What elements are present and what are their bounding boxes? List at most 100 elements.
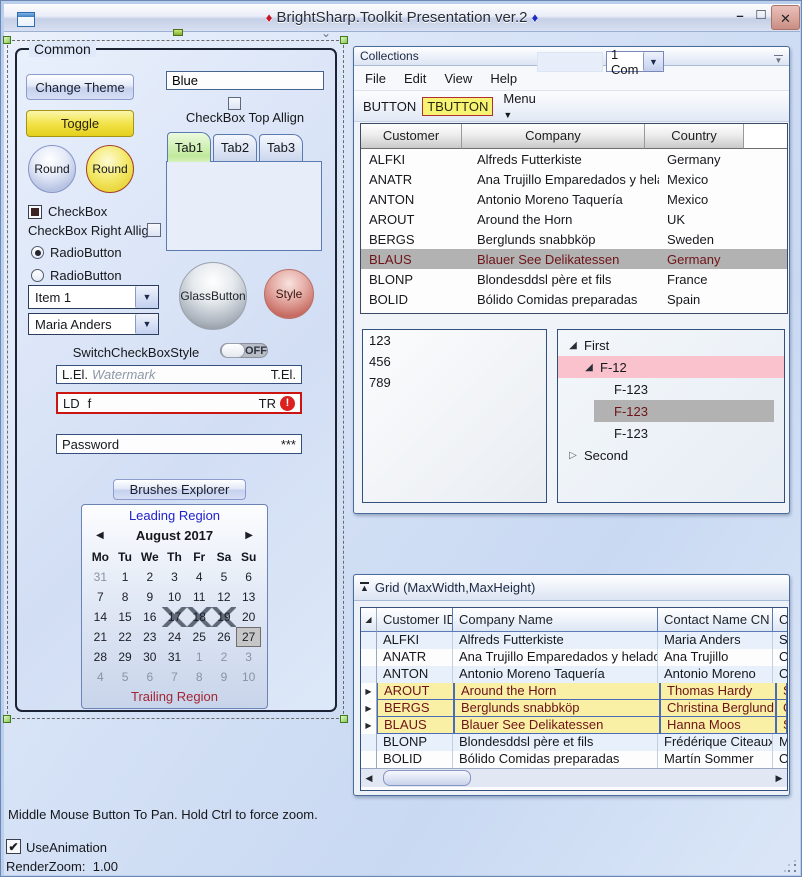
checkbox-right-align[interactable]: [147, 223, 161, 237]
brushes-explorer-button[interactable]: Brushes Explorer: [113, 479, 246, 500]
calendar-day[interactable]: 15: [118, 610, 132, 624]
calendar-day[interactable]: 1: [195, 650, 203, 664]
calendar-day[interactable]: 2: [146, 570, 154, 584]
calendar-day-selected[interactable]: 27: [236, 627, 261, 647]
error-field[interactable]: LD f TR !: [56, 392, 302, 414]
calendar-day[interactable]: 31: [93, 570, 108, 584]
toolbar-overflow-icon[interactable]: ▼: [774, 55, 783, 65]
calendar-day[interactable]: 23: [143, 630, 157, 644]
tree-collapsed-icon[interactable]: ▷: [569, 449, 577, 461]
calendar-day[interactable]: 1: [121, 570, 129, 584]
password-field[interactable]: Password ***: [56, 434, 302, 454]
grid-panel-header[interactable]: ▲ Grid (MaxWidth,MaxHeight): [354, 575, 789, 601]
calendar-day[interactable]: 4: [195, 570, 203, 584]
toolbar-menu[interactable]: Menu ▼: [503, 91, 536, 120]
glass-button[interactable]: GlassButton: [179, 262, 247, 330]
column-header[interactable]: Company Name: [453, 608, 658, 632]
switch-thumb[interactable]: [221, 343, 245, 358]
table-row-selected[interactable]: BLAUS Blauer See Delikatessen Germany: [361, 249, 787, 269]
maximize-button[interactable]: □: [756, 6, 766, 23]
column-header[interactable]: Cont: [773, 608, 787, 632]
combobox-maria[interactable]: Maria Anders ▼: [28, 313, 159, 335]
table-row[interactable]: BOLID Bólido Comidas preparadas Spain: [369, 291, 701, 307]
dropdown-arrow-icon[interactable]: ▼: [135, 314, 158, 334]
calendar-day[interactable]: 21: [93, 630, 108, 644]
calendar-day[interactable]: 3: [245, 650, 252, 664]
change-theme-button[interactable]: Change Theme: [26, 74, 134, 100]
table-row[interactable]: AROUT Around the Horn UK: [369, 211, 686, 227]
tab-tab1[interactable]: Tab1: [167, 132, 211, 162]
calendar-day[interactable]: 8: [121, 590, 129, 604]
calendar-day[interactable]: 7: [97, 590, 104, 604]
tree-node-f123[interactable]: F-123: [614, 381, 648, 397]
table-row[interactable]: ANTON Antonio Moreno Taquería Mexico: [369, 191, 709, 207]
calendar-day[interactable]: 11: [192, 590, 206, 604]
toolbar-toggle-button[interactable]: TBUTTON: [422, 96, 494, 116]
round-button-blue[interactable]: Round: [28, 145, 76, 193]
calendar-day[interactable]: 9: [146, 590, 154, 604]
tab-tab2[interactable]: Tab2: [213, 134, 257, 161]
use-animation-checkbox[interactable]: ✔: [6, 839, 21, 854]
calendar-day[interactable]: 3: [171, 570, 178, 584]
column-header[interactable]: Customer: [361, 124, 462, 149]
selection-handle[interactable]: [3, 36, 11, 44]
list-item[interactable]: 789: [369, 375, 391, 390]
calendar-day[interactable]: 6: [146, 670, 154, 684]
menu-view[interactable]: View: [444, 70, 473, 86]
calendar-day[interactable]: 30: [143, 650, 157, 664]
radio-button-1[interactable]: [31, 246, 44, 259]
table-row[interactable]: ANATR Ana Trujillo Emparedados y hela Mexi…: [369, 171, 709, 187]
horizontal-scrollbar[interactable]: ◀ ▶: [361, 768, 787, 787]
checkbox-top-align[interactable]: [228, 97, 241, 110]
tree-node-f123-selected[interactable]: F-123: [558, 400, 784, 422]
table-row[interactable]: ALFKI Alfreds Futterkiste Germany: [369, 151, 721, 167]
tree-node-f12[interactable]: ◢ F-12: [558, 356, 784, 378]
calendar-day[interactable]: 28: [93, 650, 108, 664]
calendar-title[interactable]: August 2017: [135, 527, 214, 543]
scroll-right-icon[interactable]: ▶: [775, 772, 783, 783]
selection-handle[interactable]: [340, 36, 348, 44]
watermark-field[interactable]: L.El. Watermark T.El.: [56, 365, 302, 384]
tree-node-f123[interactable]: F-123: [614, 425, 648, 441]
tab-tab3[interactable]: Tab3: [259, 134, 303, 161]
calendar-prev-icon[interactable]: ◀: [96, 529, 104, 541]
column-header[interactable]: Contact Name CN: [658, 608, 773, 632]
selection-handle[interactable]: [340, 715, 348, 723]
calendar-day[interactable]: 2: [220, 650, 228, 664]
table-row[interactable]: BLONP Blondesddsl père et fils France: [369, 271, 708, 287]
calendar-day[interactable]: 10: [241, 670, 256, 684]
calendar-day[interactable]: 16: [143, 610, 157, 624]
tree-expanded-icon[interactable]: ◢: [569, 339, 577, 351]
collapse-icon[interactable]: ▲: [360, 582, 369, 593]
menu-help[interactable]: Help: [490, 70, 518, 86]
tree-expanded-icon[interactable]: ◢: [585, 361, 593, 373]
tree-node-first[interactable]: ◢ First: [558, 334, 784, 356]
round-button-yellow[interactable]: Round: [86, 145, 134, 193]
calendar-day[interactable]: 4: [97, 670, 104, 684]
toolbar-textbox[interactable]: [537, 52, 603, 72]
calendar-day[interactable]: 26: [217, 630, 231, 644]
calendar-day[interactable]: 6: [245, 570, 252, 584]
checkbox-checked[interactable]: [28, 205, 42, 219]
calendar-day[interactable]: 22: [118, 630, 132, 644]
table-row[interactable]: BLONP Blondesddsl père et fils Frédérique …: [361, 734, 787, 751]
menu-file[interactable]: File: [365, 70, 386, 86]
list-item[interactable]: 456: [369, 354, 391, 369]
toolbar-button[interactable]: BUTTON: [363, 98, 417, 114]
dropdown-arrow-icon[interactable]: ▼: [643, 52, 663, 71]
resize-grip[interactable]: [784, 860, 797, 873]
calendar-next-icon[interactable]: ▶: [245, 529, 253, 541]
close-button[interactable]: ✕: [771, 5, 800, 30]
calendar-day[interactable]: 7: [171, 670, 178, 684]
calendar-day[interactable]: 5: [121, 670, 129, 684]
calendar-day[interactable]: 20: [241, 610, 256, 624]
tree-node-second[interactable]: ▷ Second: [558, 444, 784, 466]
calendar-day[interactable]: 13: [241, 590, 256, 604]
calendar-day[interactable]: 10: [167, 590, 182, 604]
table-row[interactable]: BOLID Bólido Comidas preparadas Martín Som…: [361, 751, 787, 768]
menu-edit[interactable]: Edit: [403, 70, 427, 86]
calendar-day[interactable]: 9: [220, 670, 228, 684]
